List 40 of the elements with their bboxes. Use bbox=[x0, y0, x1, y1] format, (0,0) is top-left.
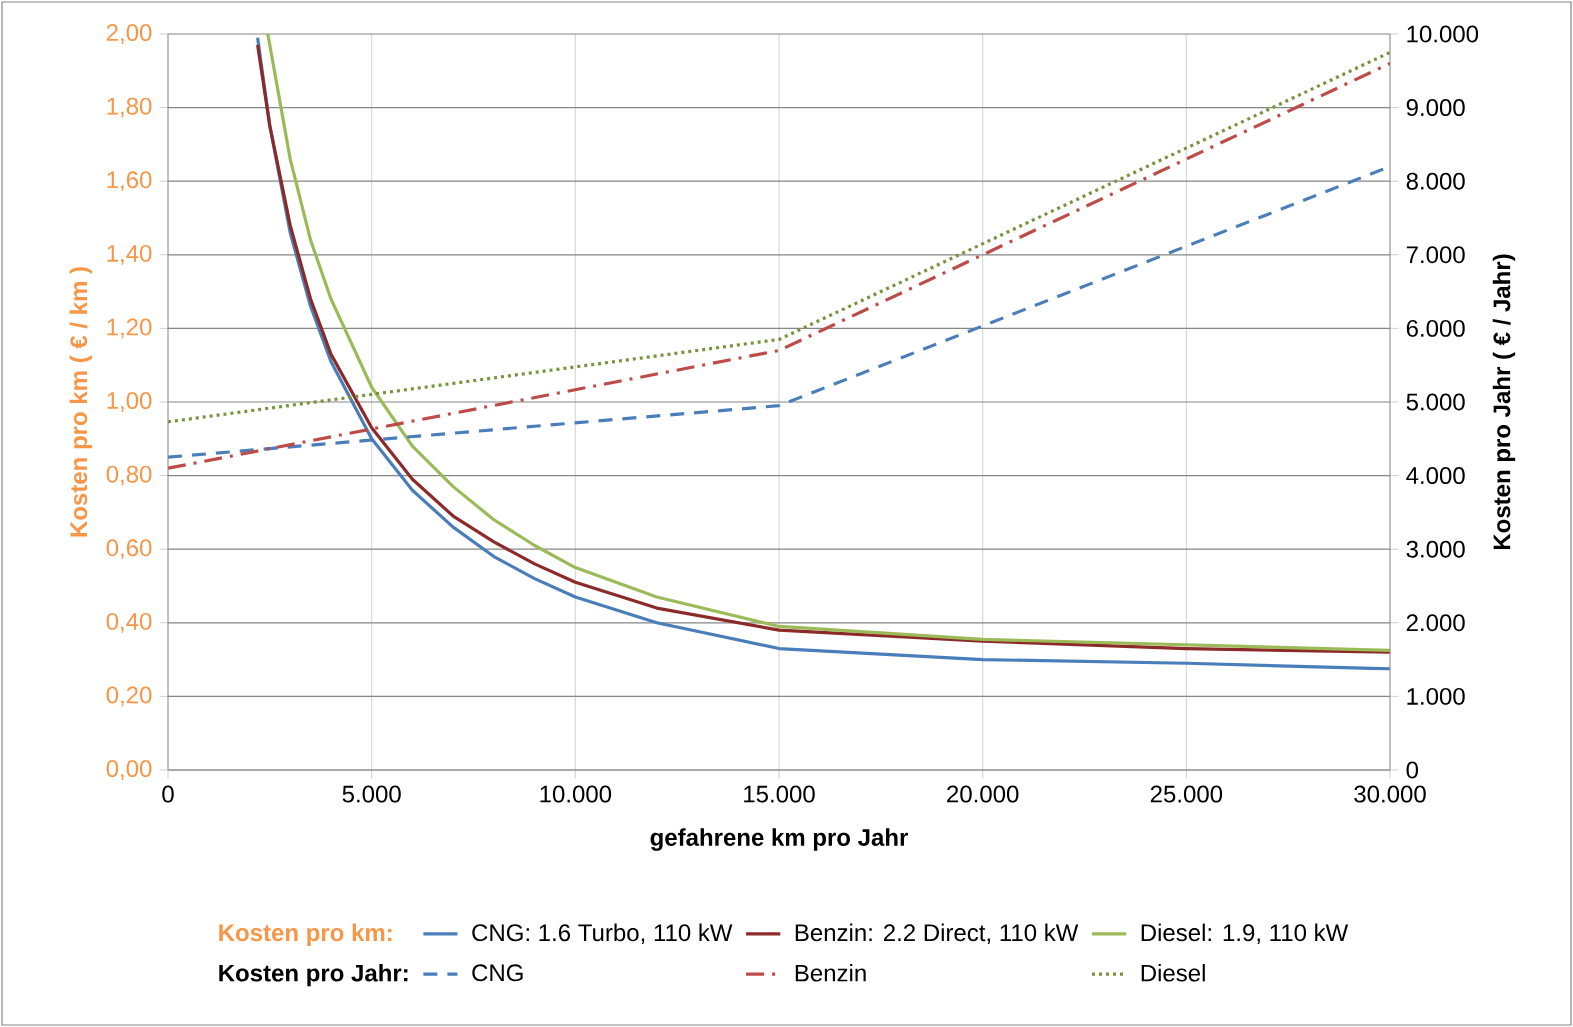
y-tick-label: 1,80 bbox=[107, 97, 152, 118]
y2-tick-label: 4.000 bbox=[1406, 467, 1465, 485]
y2-tick-label: 2.000 bbox=[1406, 614, 1465, 632]
legend-label: CNG: 1.6 Turbo, 110 kW bbox=[472, 923, 733, 945]
text: Kosten pro Jahr: bbox=[219, 964, 408, 987]
y-tick-label: 0,60 bbox=[106, 539, 152, 560]
y2-tick-label: 7.000 bbox=[1406, 246, 1465, 264]
y2-tick-label: 5.000 bbox=[1406, 393, 1465, 411]
x-tick-label: 15.000 bbox=[744, 785, 815, 803]
legend-label: Benzin bbox=[795, 964, 866, 982]
y2-tick-label: 1.000 bbox=[1407, 687, 1465, 705]
legend-label: Diesel: 1.9, 110 kW bbox=[1141, 923, 1349, 945]
x-axis-title: gefahrene km pro Jahr bbox=[650, 828, 908, 851]
y-tick-label: 1,40 bbox=[107, 244, 152, 265]
y-tick-label: 0,20 bbox=[106, 686, 152, 707]
y2-tick-label: 3.000 bbox=[1406, 540, 1465, 558]
x-tick-label: 10.000 bbox=[540, 785, 612, 803]
legend-label: Benzin: 2.2 Direct, 110 kW bbox=[795, 923, 1079, 945]
y2-axis-title: Kosten pro Jahr ( € / Jahr) bbox=[1492, 254, 1516, 550]
y2-tick-label: 8.000 bbox=[1406, 172, 1465, 190]
y-tick-label: 1,60 bbox=[107, 171, 152, 192]
x-tick-label: 5.000 bbox=[342, 785, 401, 803]
y-tick-label: 0,40 bbox=[106, 612, 152, 633]
x-tick-label: 0 bbox=[162, 785, 174, 803]
y-tick-label: 1,20 bbox=[107, 318, 152, 339]
legend-label: CNG bbox=[472, 964, 523, 982]
legend-label: Diesel bbox=[1141, 964, 1205, 982]
y-tick-label: 0,80 bbox=[106, 465, 152, 486]
y-tick-label: 0,00 bbox=[106, 760, 152, 780]
x-tick-label: 30.000 bbox=[1354, 785, 1426, 803]
y2-tick-label: 10.000 bbox=[1407, 25, 1479, 43]
y-tick-label: 1,00 bbox=[107, 392, 152, 412]
text: Kosten pro km: bbox=[219, 923, 392, 946]
y-axis-title: Kosten pro km ( € / km ) bbox=[69, 267, 92, 537]
y2-tick-label: 9.000 bbox=[1406, 99, 1465, 117]
y-tick-label: 2,00 bbox=[106, 24, 152, 44]
x-tick-label: 25.000 bbox=[1150, 785, 1223, 803]
y2-tick-label: 0 bbox=[1406, 761, 1419, 779]
x-tick-label: 20.000 bbox=[947, 785, 1019, 803]
y2-tick-label: 6.000 bbox=[1406, 319, 1465, 337]
